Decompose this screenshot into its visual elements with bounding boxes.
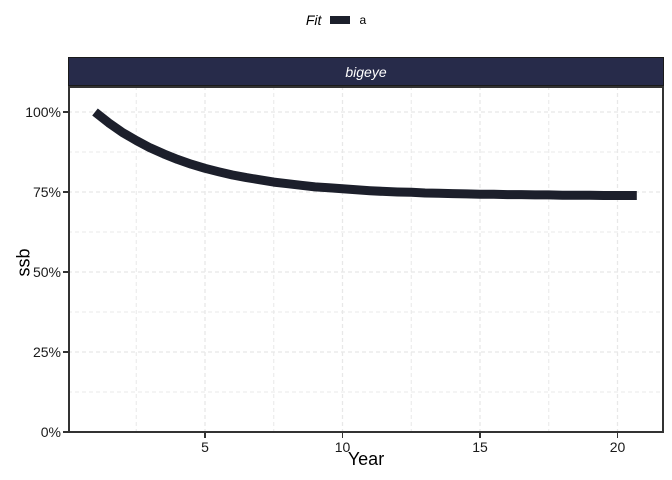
x-tick-mark bbox=[204, 433, 206, 438]
y-tick-label: 0% bbox=[40, 424, 61, 440]
y-tick-mark bbox=[63, 431, 68, 433]
y-tick-label: 25% bbox=[32, 344, 61, 360]
y-tick-label: 100% bbox=[25, 104, 61, 120]
legend: Fit a bbox=[0, 12, 672, 28]
x-axis-title: Year bbox=[347, 449, 385, 469]
legend-key-swatch bbox=[330, 16, 351, 24]
x-tick-label: 10 bbox=[334, 439, 351, 455]
x-tick-mark bbox=[341, 433, 344, 438]
panel-border bbox=[68, 86, 664, 433]
x-tick-mark bbox=[616, 433, 619, 438]
x-tick-label: 5 bbox=[201, 439, 209, 455]
x-tick-label: 15 bbox=[472, 439, 488, 455]
y-tick-mark bbox=[63, 351, 68, 353]
chart-panel bbox=[68, 86, 664, 433]
legend-item-label: a bbox=[359, 13, 367, 27]
y-tick-mark bbox=[63, 111, 68, 113]
y-axis-title: ssb bbox=[13, 248, 34, 277]
facet-strip-label: bigeye bbox=[345, 63, 387, 80]
y-tick-mark bbox=[63, 271, 68, 273]
legend-title: Fit bbox=[305, 12, 322, 28]
series-line-a bbox=[92, 108, 637, 200]
y-tick-label: 75% bbox=[32, 184, 61, 200]
y-tick-mark bbox=[63, 191, 68, 193]
x-tick-mark bbox=[479, 433, 481, 438]
x-tick-label: 20 bbox=[609, 439, 626, 455]
facet-strip: bigeye bbox=[68, 57, 664, 86]
y-tick-label: 50% bbox=[32, 264, 61, 280]
